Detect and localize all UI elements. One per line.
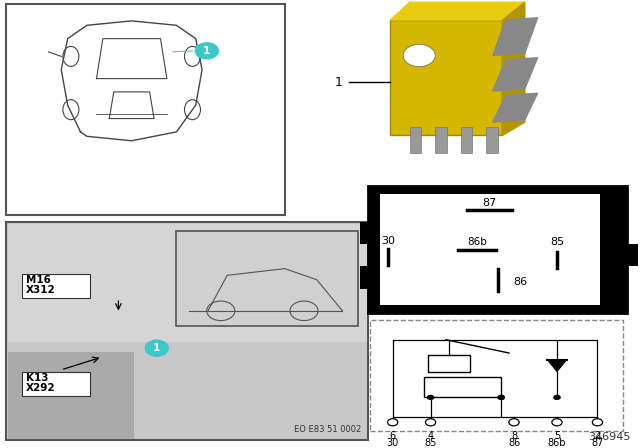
Bar [176,231,358,326]
Text: 1: 1 [153,343,161,353]
Text: X292: X292 [26,383,56,393]
Text: 87: 87 [591,438,604,448]
Polygon shape [547,360,566,372]
Polygon shape [493,58,538,91]
Circle shape [426,419,436,426]
Bar [622,244,638,267]
Polygon shape [502,2,525,135]
Text: EO E83 51 0002: EO E83 51 0002 [294,425,362,434]
Text: 6: 6 [390,431,396,441]
Bar [6,222,368,439]
Bar [410,126,421,153]
Text: K13: K13 [26,373,49,383]
Bar [22,274,90,298]
Text: 1: 1 [335,76,342,89]
Bar [390,20,502,135]
Text: M16: M16 [26,276,51,285]
Text: 1: 1 [204,46,211,56]
Polygon shape [390,2,525,20]
Bar [22,372,90,396]
Polygon shape [493,18,538,56]
Circle shape [497,395,505,400]
Bar [486,126,498,153]
Text: 2: 2 [595,431,600,441]
Polygon shape [493,93,538,122]
Bar [6,4,285,215]
Bar [360,222,369,244]
Text: 86b: 86b [548,438,566,448]
Text: 86: 86 [508,438,520,448]
Bar [380,194,600,305]
Circle shape [509,419,519,426]
Text: 86b: 86b [467,237,487,247]
Circle shape [593,419,603,426]
Text: 30: 30 [381,236,396,246]
Circle shape [552,419,562,426]
Circle shape [497,395,505,400]
Circle shape [553,395,561,400]
Text: 85: 85 [550,237,564,247]
Bar [461,126,472,153]
Text: 8: 8 [511,431,517,441]
Circle shape [388,419,398,426]
Circle shape [403,44,435,67]
Circle shape [145,340,168,356]
Text: X312: X312 [26,285,56,295]
Bar [368,186,627,313]
Bar [370,320,623,431]
Circle shape [195,43,218,59]
Bar [428,355,470,372]
Text: 5: 5 [554,431,560,441]
Text: 87: 87 [483,198,497,208]
Bar [8,352,134,439]
Text: 346945: 346945 [588,432,630,442]
Text: 4: 4 [428,431,434,441]
Bar [424,377,501,397]
Text: 86: 86 [514,277,528,287]
Text: 30: 30 [387,438,399,448]
Circle shape [427,395,435,400]
Text: 85: 85 [424,438,436,448]
Bar [435,126,447,153]
Bar [360,267,369,289]
Bar [8,224,367,342]
